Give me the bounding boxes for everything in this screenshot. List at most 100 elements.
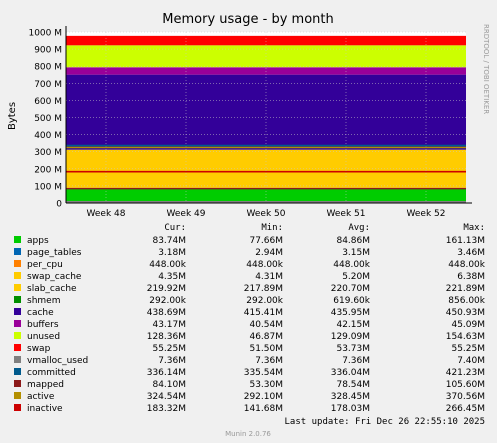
legend-max-value: 154.63M	[446, 332, 485, 342]
legend-series-name: mapped	[27, 380, 64, 390]
legend-swatch	[14, 236, 21, 243]
area-swap_cache	[66, 187, 466, 189]
legend-max-value: 221.89M	[446, 284, 485, 294]
legend-row-mapped: mapped 84.10M 53.30M 78.54M 105.60M	[14, 380, 485, 390]
legend-min-value: 4.31M	[255, 272, 283, 282]
y-tick-label: 200 M	[34, 165, 62, 175]
legend-swatch	[14, 404, 21, 411]
y-tick-label: 0	[56, 200, 62, 210]
legend-series-name: page_tables	[27, 248, 82, 258]
area-swap	[66, 35, 466, 46]
legend-swatch	[14, 272, 21, 279]
legend-series-name: shmem	[27, 296, 60, 306]
legend-avg-value: 448.00k	[333, 260, 370, 270]
legend-max-value: 45.09M	[451, 320, 485, 330]
legend-cur-value: 4.35M	[158, 272, 186, 282]
legend-min-value: 46.87M	[249, 332, 283, 342]
legend-swatch	[14, 368, 21, 375]
legend-avg-value: 178.03M	[331, 404, 370, 414]
x-tick-label: Week 52	[407, 209, 446, 219]
y-tick-label: 100 M	[34, 182, 62, 192]
x-tick-label: Week 51	[327, 209, 366, 219]
legend-row-slab_cache: slab_cache 219.92M 217.89M 220.70M 221.89M	[14, 284, 485, 294]
legend-swatch	[14, 356, 21, 363]
y-tick-label: 900 M	[34, 46, 62, 56]
legend-cur-value: 55.25M	[152, 344, 186, 354]
legend-min-value: 292.00k	[246, 296, 283, 306]
legend-max-value: 421.23M	[446, 368, 485, 378]
legend-series-name: swap_cache	[27, 272, 82, 282]
munin-version: Munin 2.0.76	[225, 430, 271, 438]
legend-cur-value: 438.69M	[147, 308, 186, 318]
y-tick-label: 800 M	[34, 63, 62, 73]
legend-series-name: unused	[27, 332, 60, 342]
legend-row-swap: swap 55.25M 51.50M 53.73M 55.25M	[14, 344, 485, 354]
legend-avg-value: 84.86M	[336, 236, 370, 246]
legend-row-cache: cache 438.69M 415.41M 435.95M 450.93M	[14, 308, 485, 318]
legend-min-value: 53.30M	[249, 380, 283, 390]
legend-swatch	[14, 392, 21, 399]
plot-area	[65, 26, 472, 204]
y-tick-label: 1000 M	[28, 29, 62, 39]
legend-cur-value: 3.18M	[158, 248, 186, 258]
y-tick-label: 500 M	[34, 114, 62, 124]
legend-avg-value: 619.60k	[333, 296, 370, 306]
legend-series-name: buffers	[27, 320, 59, 330]
legend-header-avg: Avg:	[348, 223, 370, 233]
legend-avg-value: 53.73M	[336, 344, 370, 354]
legend-cur-value: 128.36M	[147, 332, 186, 342]
legend-series-name: vmalloc_used	[27, 356, 88, 366]
y-axis-label: Bytes	[7, 102, 18, 130]
legend-header-max: Max:	[463, 223, 485, 233]
legend: Cur: Min: Avg: Max: apps 83.74M 77.66M 84.8…	[14, 223, 486, 414]
legend-row-buffers: buffers 43.17M 40.54M 42.15M 45.09M	[14, 320, 485, 330]
last-update-text: Last update: Fri Dec 26 22:55:10 2025	[285, 417, 485, 427]
legend-row-apps: apps 83.74M 77.66M 84.86M 161.13M	[14, 236, 485, 246]
legend-row-active: active 324.54M 292.10M 328.45M 370.56M	[14, 392, 485, 402]
y-tick-label: 400 M	[34, 131, 62, 141]
legend-header-min: Min:	[261, 223, 283, 233]
legend-series-name: active	[27, 392, 55, 402]
x-axis-tick-labels: Week 48 Week 49 Week 50 Week 51 Week 52	[87, 209, 446, 219]
legend-avg-value: 435.95M	[331, 308, 370, 318]
legend-header-cur: Cur:	[164, 223, 186, 233]
legend-avg-value: 220.70M	[331, 284, 370, 294]
x-tick-label: Week 50	[247, 209, 286, 219]
legend-swatch	[14, 380, 21, 387]
legend-min-value: 141.68M	[244, 404, 283, 414]
legend-min-value: 217.89M	[244, 284, 283, 294]
legend-row-shmem: shmem 292.00k 292.00k 619.60k 856.00k	[14, 296, 486, 306]
legend-rows: apps 83.74M 77.66M 84.86M 161.13M page_tables…	[14, 236, 486, 414]
legend-cur-value: 448.00k	[149, 260, 186, 270]
legend-cur-value: 336.14M	[147, 368, 186, 378]
legend-max-value: 266.45M	[446, 404, 485, 414]
legend-min-value: 448.00k	[246, 260, 283, 270]
legend-min-value: 7.36M	[255, 356, 283, 366]
legend-avg-value: 3.15M	[342, 248, 370, 258]
legend-min-value: 51.50M	[249, 344, 283, 354]
legend-cur-value: 219.92M	[147, 284, 186, 294]
legend-row-page_tables: page_tables 3.18M 2.94M 3.15M 3.46M	[14, 248, 485, 258]
legend-min-value: 40.54M	[249, 320, 283, 330]
legend-swatch	[14, 320, 21, 327]
legend-avg-value: 328.45M	[331, 392, 370, 402]
legend-swatch	[14, 308, 21, 315]
legend-row-inactive: inactive 183.32M 141.68M 178.03M 266.45M	[14, 404, 485, 414]
legend-swatch	[14, 344, 21, 351]
legend-series-name: slab_cache	[27, 284, 77, 294]
legend-min-value: 335.54M	[244, 368, 283, 378]
legend-row-unused: unused 128.36M 46.87M 129.09M 154.63M	[14, 332, 485, 342]
legend-swatch	[14, 260, 21, 267]
legend-row-committed: committed 336.14M 335.54M 336.04M 421.23M	[14, 368, 485, 378]
legend-min-value: 77.66M	[249, 236, 283, 246]
legend-series-name: cache	[27, 308, 54, 318]
legend-max-value: 161.13M	[446, 236, 485, 246]
legend-avg-value: 5.20M	[342, 272, 370, 282]
legend-min-value: 2.94M	[255, 248, 283, 258]
y-tick-label: 600 M	[34, 97, 62, 107]
legend-max-value: 6.38M	[457, 272, 485, 282]
x-tick-label: Week 49	[167, 209, 206, 219]
legend-max-value: 55.25M	[451, 344, 485, 354]
legend-avg-value: 129.09M	[331, 332, 370, 342]
